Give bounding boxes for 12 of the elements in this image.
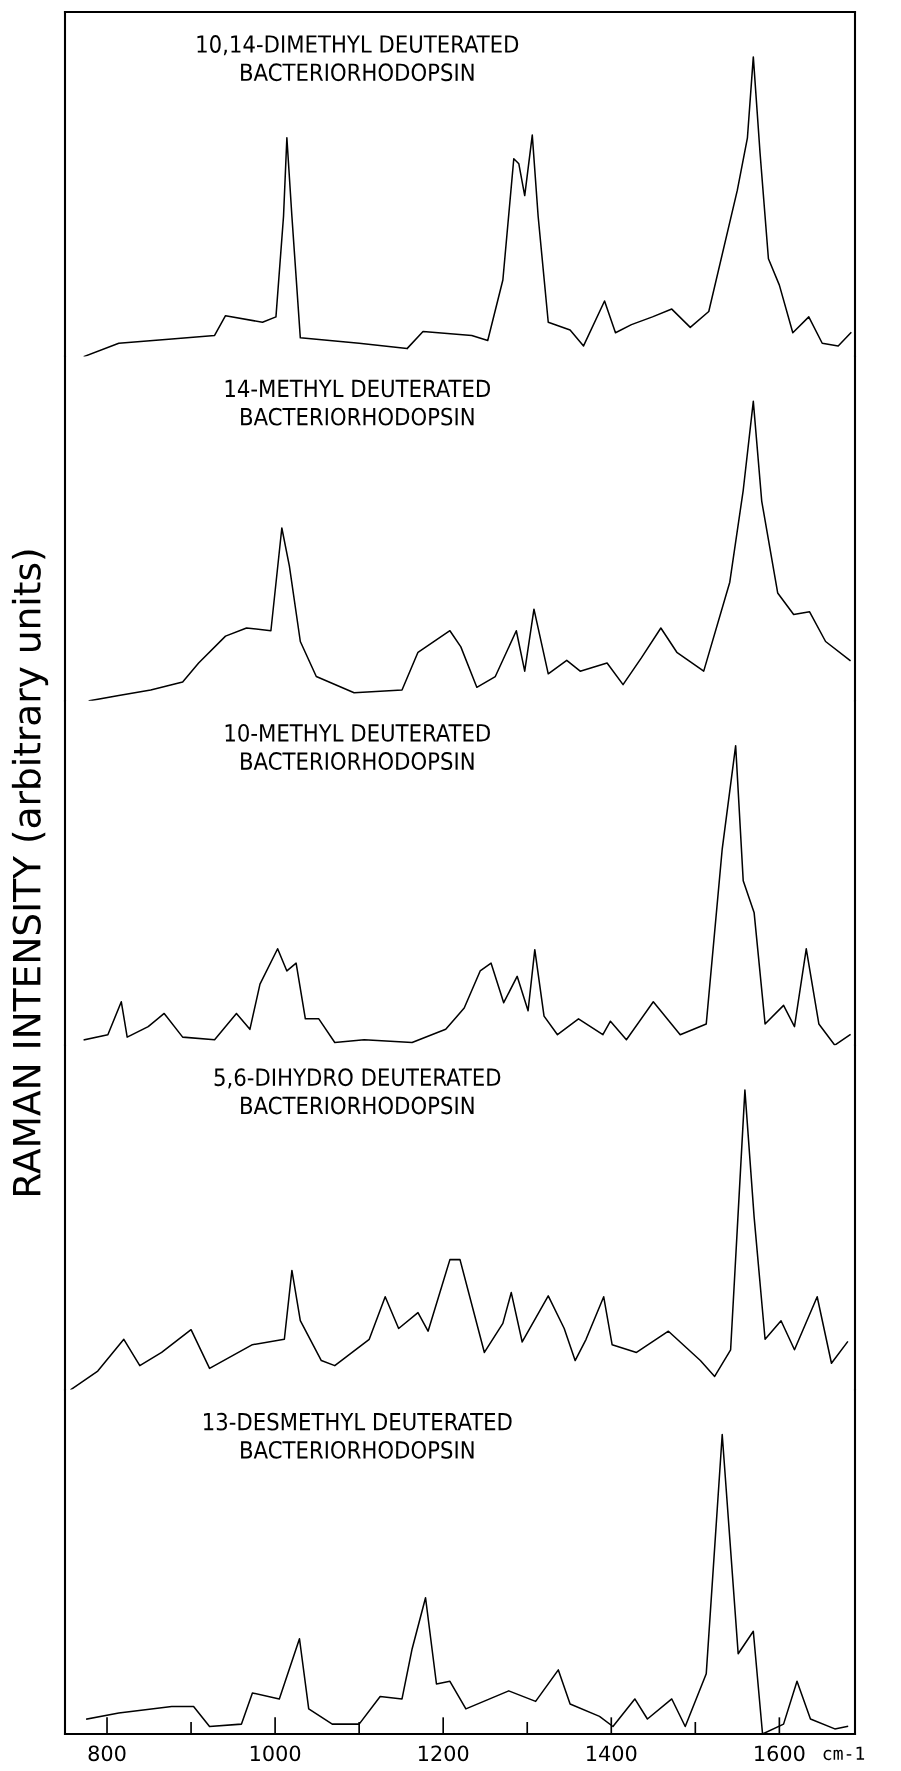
chart-title: 10-METHYL DEUTERATED BACTERIORHODOPSIN <box>225 723 490 770</box>
chart-title: 13-DESMETHYL DEUTERATED BACTERIORHODOPSIN <box>204 1412 512 1459</box>
x-tick-label: 1200 <box>418 1745 469 1762</box>
x-axis-title: cm-1 <box>823 1746 865 1761</box>
x-tick-label: 1600 <box>755 1745 805 1762</box>
x-tick-label: 1400 <box>587 1745 637 1762</box>
chart-title: 10,14-DIMETHYL DEUTERATED BACTERIORHODOPSIN <box>197 35 519 82</box>
x-tick-label: 800 <box>88 1745 126 1762</box>
chart-title: 5,6-DIHYDRO DEUTERATED BACTERIORHODOPSIN <box>214 1068 501 1115</box>
chart-title: 14-METHYL DEUTERATED BACTERIORHODOPSIN <box>225 379 490 426</box>
x-tick-label: 1000 <box>250 1745 301 1762</box>
y-axis-title: RAMAN INTENSITY (arbitrary units) <box>11 550 49 1195</box>
